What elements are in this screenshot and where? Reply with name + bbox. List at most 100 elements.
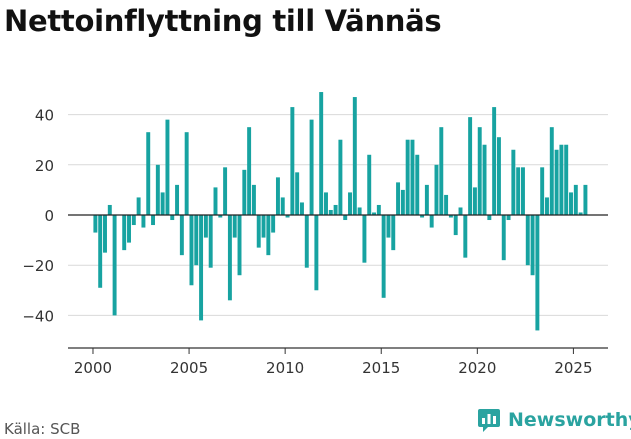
- bar: [468, 117, 473, 215]
- bar: [122, 215, 127, 251]
- bar: [223, 167, 228, 215]
- y-tick-label: 0: [44, 207, 54, 225]
- bar: [487, 215, 492, 221]
- x-tick-label: 2025: [554, 359, 592, 377]
- bar: [472, 187, 477, 215]
- bar: [290, 107, 295, 215]
- bar: [511, 149, 516, 215]
- bar: [165, 119, 170, 215]
- bar: [328, 209, 333, 215]
- bar: [477, 127, 482, 215]
- bar: [434, 164, 439, 215]
- bar: [492, 107, 497, 215]
- bar: [256, 215, 261, 248]
- bar: [280, 197, 285, 215]
- bar: [251, 184, 256, 215]
- bar: [535, 215, 540, 331]
- bar: [372, 212, 377, 215]
- bar: [516, 167, 521, 215]
- x-tick-label: 2010: [266, 359, 304, 377]
- y-tick-label: 20: [35, 157, 54, 175]
- bar: [420, 215, 425, 218]
- bar: [189, 215, 194, 286]
- axes: −40 −20 0 20 40 2000 2005 2010 2015 2020 2025: [22, 107, 608, 377]
- bar: [482, 144, 487, 215]
- bar: [227, 215, 232, 301]
- bar: [343, 215, 348, 221]
- brand-logo[interactable]: Newsworthy: [476, 407, 631, 433]
- bar: [381, 215, 386, 298]
- bar: [386, 215, 391, 238]
- bar: [458, 207, 463, 215]
- bar: [304, 215, 309, 268]
- bar: [275, 177, 280, 215]
- bar: [218, 215, 223, 218]
- bar: [266, 215, 271, 256]
- bar: [415, 154, 420, 215]
- bar: [199, 215, 204, 321]
- bar: [506, 215, 511, 221]
- y-tick-label: 40: [35, 107, 54, 125]
- bar: [146, 132, 151, 215]
- bar: [410, 139, 415, 215]
- bar: [564, 144, 569, 215]
- bar: [396, 182, 401, 215]
- bar: [232, 215, 237, 238]
- bar: [309, 119, 314, 215]
- bar: [103, 215, 107, 253]
- bar: [362, 215, 367, 263]
- bar: [141, 215, 146, 228]
- bar: [405, 139, 410, 215]
- bar: [583, 184, 588, 215]
- bar: [338, 139, 343, 215]
- x-tick-label: 2000: [74, 359, 112, 377]
- bar: [295, 172, 300, 215]
- bar: [444, 194, 449, 215]
- bar: [127, 215, 131, 243]
- bar: [155, 164, 160, 215]
- bar: [530, 215, 535, 276]
- bar: [261, 215, 266, 238]
- bar: [285, 215, 290, 218]
- bar: [324, 192, 328, 215]
- bar: [540, 167, 545, 215]
- bar: [501, 215, 506, 261]
- bar: [208, 215, 213, 268]
- bar: [237, 215, 242, 276]
- bar: [391, 215, 396, 251]
- bar: [203, 215, 208, 238]
- y-tick-label: −20: [22, 257, 54, 275]
- bar: [453, 215, 458, 236]
- bar: [333, 204, 338, 215]
- x-tick-label: 2005: [170, 359, 208, 377]
- bar: [213, 187, 218, 215]
- bar: [319, 92, 324, 215]
- bar: [545, 197, 549, 215]
- bar: [242, 169, 247, 215]
- bar: [170, 215, 175, 221]
- bar: [98, 215, 103, 288]
- bar: [429, 215, 434, 228]
- bar: [160, 192, 165, 215]
- bar: [559, 144, 564, 215]
- bar: [93, 215, 98, 233]
- bar: [112, 215, 117, 316]
- bar: [554, 149, 559, 215]
- bar: [131, 215, 136, 226]
- bar: [314, 215, 319, 291]
- bar: [367, 154, 372, 215]
- bar: [179, 215, 184, 256]
- bar: [348, 192, 352, 215]
- bar: [376, 204, 381, 215]
- bar: [439, 127, 444, 215]
- bar: [151, 215, 156, 226]
- bar: [525, 215, 530, 266]
- bar: [271, 215, 276, 233]
- bar: [448, 215, 453, 218]
- bar: [175, 184, 180, 215]
- bar: [352, 97, 357, 215]
- bar: [578, 212, 583, 215]
- bar: [573, 184, 578, 215]
- bar-chart: −40 −20 0 20 40 2000 2005 2010 2015 2020 2025: [22, 92, 608, 377]
- bar: [357, 207, 362, 215]
